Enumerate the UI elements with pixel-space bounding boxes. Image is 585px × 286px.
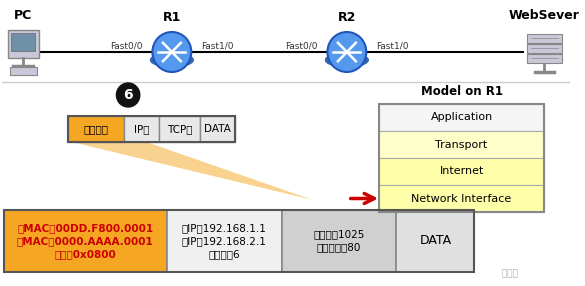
Polygon shape [72, 116, 313, 200]
FancyBboxPatch shape [167, 210, 282, 272]
Text: IP头: IP头 [134, 124, 150, 134]
FancyBboxPatch shape [379, 185, 544, 212]
Circle shape [116, 83, 140, 107]
Circle shape [153, 32, 191, 72]
Text: Fast1/0: Fast1/0 [201, 41, 233, 51]
Text: WebSever: WebSever [509, 9, 580, 22]
Text: Fast0/0: Fast0/0 [285, 41, 318, 51]
Text: Fast1/0: Fast1/0 [376, 41, 408, 51]
FancyBboxPatch shape [379, 158, 544, 185]
FancyBboxPatch shape [526, 44, 562, 53]
FancyBboxPatch shape [159, 116, 200, 142]
FancyBboxPatch shape [9, 67, 37, 75]
Text: DATA: DATA [204, 124, 231, 134]
FancyBboxPatch shape [526, 34, 562, 43]
Text: R2: R2 [338, 11, 356, 24]
Text: 以太网头: 以太网头 [84, 124, 109, 134]
FancyBboxPatch shape [4, 210, 167, 272]
Text: 6: 6 [123, 88, 133, 102]
FancyBboxPatch shape [526, 54, 562, 63]
Circle shape [328, 32, 366, 72]
FancyBboxPatch shape [379, 104, 544, 131]
Text: 源MAC：00DD.F800.0001
目MAC：0000.AAAA.0001
类型：0x0800: 源MAC：00DD.F800.0001 目MAC：0000.AAAA.0001 … [17, 223, 154, 259]
Text: Transport: Transport [435, 140, 488, 150]
Text: R1: R1 [163, 11, 181, 24]
FancyBboxPatch shape [8, 30, 39, 58]
Text: Fast0/0: Fast0/0 [110, 41, 143, 51]
Text: DATA: DATA [419, 235, 452, 247]
Text: Model on R1: Model on R1 [421, 85, 503, 98]
FancyBboxPatch shape [68, 116, 124, 142]
Text: PC: PC [14, 9, 32, 22]
Text: Network Interface: Network Interface [411, 194, 512, 204]
Text: TCP头: TCP头 [167, 124, 192, 134]
Ellipse shape [150, 53, 193, 67]
Text: Application: Application [431, 112, 493, 122]
Text: 源端口号1025
目的端口号80: 源端口号1025 目的端口号80 [314, 229, 365, 253]
Text: 源IP：192.168.1.1
目IP：192.168.2.1
协议号：6: 源IP：192.168.1.1 目IP：192.168.2.1 协议号：6 [182, 223, 267, 259]
Text: Internet: Internet [439, 166, 484, 176]
FancyBboxPatch shape [397, 210, 474, 272]
Ellipse shape [325, 53, 369, 67]
FancyBboxPatch shape [200, 116, 235, 142]
FancyBboxPatch shape [282, 210, 397, 272]
FancyBboxPatch shape [12, 33, 35, 51]
FancyBboxPatch shape [379, 131, 544, 158]
Text: 亿速云: 亿速云 [496, 269, 518, 278]
FancyBboxPatch shape [124, 116, 159, 142]
